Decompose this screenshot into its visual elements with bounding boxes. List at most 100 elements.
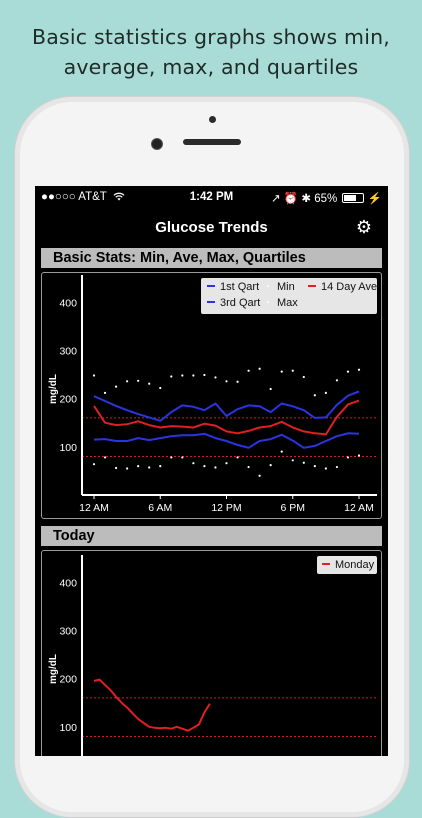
- min-point-12: [225, 462, 228, 465]
- y-tick-label-200: 200: [59, 674, 77, 686]
- y-tick-label-400: 400: [59, 577, 77, 589]
- min-point-15: [258, 474, 261, 477]
- y-tick-label-300: 300: [59, 625, 77, 637]
- min-point-8: [181, 456, 184, 459]
- monday-line: [93, 678, 211, 732]
- carrier-signal: ●●○○○ AT&T: [41, 191, 107, 203]
- min-point-9: [192, 462, 195, 465]
- min-point-13: [236, 456, 239, 459]
- x-tick-label-24: 12 AM: [344, 502, 374, 514]
- x-tick-label-18: 6 PM: [280, 502, 305, 514]
- min-point-3: [126, 467, 129, 470]
- y-tick-label-100: 100: [59, 722, 77, 734]
- min-point-18: [291, 459, 294, 462]
- x-tick-label-12: 12 PM: [211, 502, 241, 514]
- status-bar: ●●○○○ AT&T 1:42 PM ↗ ⏰ ✱ 65% ⚡: [35, 186, 388, 208]
- front-camera: [151, 138, 163, 150]
- max-point-4: [137, 379, 140, 382]
- wifi-icon: [113, 192, 125, 201]
- legend-q3: 3rd Qart: [207, 297, 260, 309]
- status-right: ↗ ⏰ ✱ 65% ⚡: [271, 191, 382, 205]
- max-point-1: [103, 391, 107, 394]
- max-point-12: [225, 380, 228, 383]
- max-point-2: [114, 385, 118, 388]
- nav-bar: Glucose Trends ⚙: [35, 208, 388, 246]
- x-tick-label-6: 6 AM: [148, 502, 172, 514]
- y-tick-label-200: 200: [59, 394, 77, 406]
- 3rd-qart-line: [93, 432, 360, 449]
- min-point-5: [148, 466, 151, 469]
- min-point-4: [137, 464, 140, 468]
- min-point-1: [103, 456, 107, 459]
- max-point-9: [192, 374, 195, 377]
- x-tick-label-0: 12 AM: [79, 502, 109, 514]
- max-point-8: [181, 374, 184, 377]
- charging-icon: ⚡: [367, 193, 382, 205]
- max-point-16: [269, 387, 272, 391]
- earpiece-speaker: [183, 139, 241, 145]
- min-point-2: [114, 466, 118, 470]
- min-point-11: [214, 466, 217, 469]
- max-point-17: [280, 370, 283, 373]
- max-point-24: [357, 368, 361, 371]
- caption: Basic statistics graphs shows min, avera…: [0, 22, 422, 82]
- min-point-6: [159, 464, 162, 468]
- status-left: ●●○○○ AT&T: [41, 191, 125, 203]
- caption-line-1: Basic statistics graphs shows min,: [31, 25, 391, 49]
- max-point-18: [291, 369, 294, 372]
- min-point-0: [92, 463, 96, 466]
- basic-stats-chart: 100 200 300 400 mg/dL 12 AM 6 AM 12 PM 6 PM 12 AM…: [41, 272, 382, 519]
- battery-percent: 65%: [314, 193, 338, 205]
- min-point-24: [357, 454, 361, 457]
- max-point-11: [214, 376, 217, 379]
- max-point-15: [258, 367, 261, 370]
- max-point-7: [170, 375, 173, 378]
- max-point-20: [313, 394, 316, 397]
- today-legend: Monday: [317, 556, 377, 574]
- y-tick-label-400: 400: [59, 297, 77, 309]
- battery-icon: [342, 193, 365, 203]
- legend-q1: 1st Qart: [207, 281, 259, 293]
- today-header: Today: [41, 526, 382, 546]
- y-axis-label: mg/dL: [48, 654, 59, 684]
- legend-min: Min: [264, 281, 295, 293]
- basic-stats-svg: 100 200 300 400 mg/dL 12 AM 6 AM 12 PM 6 PM 12 AM: [48, 275, 377, 514]
- min-point-17: [280, 450, 283, 453]
- min-point-7: [170, 456, 173, 459]
- legend-monday: Monday: [322, 559, 374, 571]
- basic-stats-legend: 1st Qart Min 14 Day Ave 3rd Qart Max: [201, 278, 377, 314]
- basic-stats-header: Basic Stats: Min, Ave, Max, Quartiles: [41, 248, 382, 268]
- today-svg: 100 200 300 400 mg/dL: [48, 555, 377, 756]
- y-axis-label: mg/dL: [48, 374, 59, 404]
- max-point-13: [236, 380, 239, 383]
- max-point-10: [203, 373, 206, 377]
- 14-day-ave-line: [93, 399, 360, 436]
- today-chart: 100 200 300 400 mg/dL Monday: [41, 550, 382, 756]
- legend-ave: 14 Day Ave: [308, 281, 377, 293]
- phone-screen: ●●○○○ AT&T 1:42 PM ↗ ⏰ ✱ 65% ⚡ Glucose T…: [35, 186, 388, 756]
- min-point-20: [313, 464, 316, 468]
- min-point-22: [335, 465, 339, 469]
- max-point-6: [159, 386, 162, 390]
- y-tick-label-100: 100: [59, 442, 77, 454]
- y-tick-label-300: 300: [59, 345, 77, 357]
- 1st-qart-line: [93, 390, 360, 422]
- gear-icon[interactable]: ⚙: [355, 217, 373, 237]
- min-point-19: [302, 461, 305, 464]
- min-point-14: [247, 465, 250, 469]
- min-point-16: [269, 464, 272, 467]
- max-point-22: [335, 379, 339, 382]
- max-point-3: [126, 380, 129, 383]
- max-point-5: [148, 382, 151, 385]
- min-point-23: [346, 456, 350, 459]
- max-point-14: [247, 369, 250, 372]
- max-point-19: [302, 375, 305, 379]
- legend-max: Max: [264, 297, 298, 309]
- status-indicators: ↗ ⏰ ✱: [271, 193, 312, 205]
- min-point-10: [203, 464, 206, 468]
- nav-title: Glucose Trends: [155, 219, 268, 236]
- max-point-21: [324, 391, 327, 394]
- max-point-0: [92, 374, 96, 377]
- max-point-23: [346, 370, 350, 373]
- caption-line-2: average, max, and quartiles: [63, 55, 359, 79]
